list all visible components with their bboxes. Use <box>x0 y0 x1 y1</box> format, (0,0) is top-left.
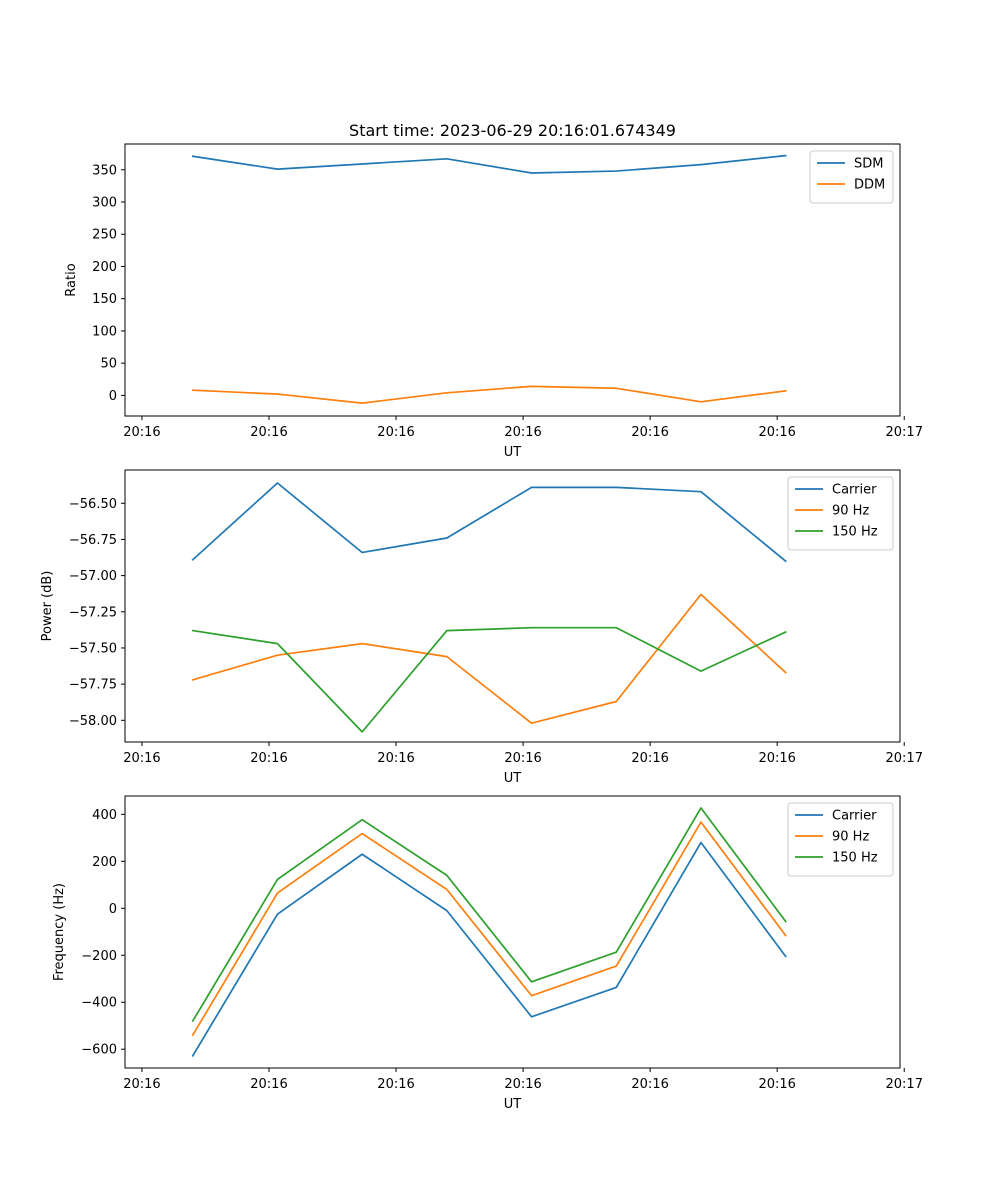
x-tick-label: 20:16 <box>250 1077 287 1092</box>
series-line-150-hz <box>191 626 787 733</box>
axes-frame <box>124 795 901 1069</box>
series-line-90-hz <box>191 593 787 725</box>
y-axis-label: Ratio <box>64 263 79 296</box>
x-tick-label: 20:16 <box>123 425 160 440</box>
y-tick-label: −57.50 <box>69 641 117 656</box>
y-tick-label: 0 <box>109 902 117 917</box>
legend-entry-label: Carrier <box>832 809 877 824</box>
y-tick-label: −56.50 <box>69 497 117 512</box>
series-line-90-hz <box>191 821 787 1037</box>
y-tick-label: 250 <box>92 228 117 243</box>
legend-entry-label: 150 Hz <box>832 851 878 866</box>
legend-entry-label: 90 Hz <box>832 504 869 519</box>
x-tick-label: 20:16 <box>504 751 541 766</box>
x-axis-label: UT <box>504 1097 522 1112</box>
y-tick-label: −57.00 <box>69 569 117 584</box>
chart-panel-2: 20:16 20:16 20:16 20:16 20:16 20:16 20:17 −58.0… <box>40 469 923 786</box>
legend-entry-label: Carrier <box>832 483 877 498</box>
x-tick-label: 20:17 <box>886 1077 923 1092</box>
x-tick-label: 20:16 <box>631 751 668 766</box>
chart-panel-1: 20:16 20:16 20:16 20:16 20:16 20:16 20:17 0 50 10… <box>64 143 923 460</box>
y-tick-label: 300 <box>92 196 117 211</box>
x-tick-label: 20:16 <box>377 751 414 766</box>
y-axis-label: Frequency (Hz) <box>52 883 67 981</box>
legend-entry-label: DDM <box>854 178 885 193</box>
legend-entry-label: SDM <box>854 157 883 172</box>
x-tick-label: 20:16 <box>377 1077 414 1092</box>
chart-panel-3: 20:16 20:16 20:16 20:16 20:16 20:16 20:17 −600 −… <box>52 795 923 1112</box>
y-tick-label: −57.75 <box>69 678 117 693</box>
y-tick-label: 100 <box>92 324 117 339</box>
series-line-carrier <box>191 482 787 563</box>
x-tick-label: 20:16 <box>631 1077 668 1092</box>
x-tick-label: 20:16 <box>377 425 414 440</box>
legend: Carrier 90 Hz 150 Hz <box>787 476 894 551</box>
y-tick-label: −200 <box>81 949 117 964</box>
x-tick-label: 20:16 <box>758 1077 795 1092</box>
x-axis-label: UT <box>504 771 522 786</box>
legend-entry-label: 150 Hz <box>832 525 878 540</box>
figure-title: Start time: 2023-06-29 20:16:01.674349 <box>349 121 676 140</box>
x-tick-label: 20:16 <box>250 751 287 766</box>
series-line-carrier <box>191 841 787 1057</box>
series-line-sdm <box>191 154 787 174</box>
legend-box <box>809 150 894 204</box>
y-tick-label: 200 <box>92 260 117 275</box>
x-tick-label: 20:16 <box>758 425 795 440</box>
x-tick-label: 20:17 <box>886 425 923 440</box>
y-tick-label: 0 <box>109 389 117 404</box>
x-tick-label: 20:16 <box>504 425 541 440</box>
x-tick-label: 20:16 <box>123 1077 160 1092</box>
y-tick-label: −57.25 <box>69 605 117 620</box>
x-tick-label: 20:16 <box>758 751 795 766</box>
series-line-150-hz <box>191 807 787 1023</box>
axes-frame <box>124 143 901 417</box>
x-tick-label: 20:16 <box>504 1077 541 1092</box>
x-tick-label: 20:16 <box>250 425 287 440</box>
y-tick-label: 400 <box>92 808 117 823</box>
y-tick-label: 50 <box>100 357 117 372</box>
y-tick-label: 350 <box>92 163 117 178</box>
x-tick-label: 20:16 <box>631 425 668 440</box>
legend: Carrier 90 Hz 150 Hz <box>787 802 894 877</box>
y-tick-label: 150 <box>92 292 117 307</box>
x-tick-label: 20:17 <box>886 751 923 766</box>
legend-entry-label: 90 Hz <box>832 830 869 845</box>
y-tick-label: 200 <box>92 855 117 870</box>
y-tick-label: −56.75 <box>69 533 117 548</box>
y-tick-label: −600 <box>81 1043 117 1058</box>
y-axis-label: Power (dB) <box>40 571 55 642</box>
legend: SDM DDM <box>809 150 894 204</box>
series-line-ddm <box>191 385 787 404</box>
axes-frame <box>124 469 901 743</box>
x-axis-label: UT <box>504 445 522 460</box>
x-tick-label: 20:16 <box>123 751 160 766</box>
y-tick-label: −58.00 <box>69 714 117 729</box>
y-tick-label: −400 <box>81 996 117 1011</box>
